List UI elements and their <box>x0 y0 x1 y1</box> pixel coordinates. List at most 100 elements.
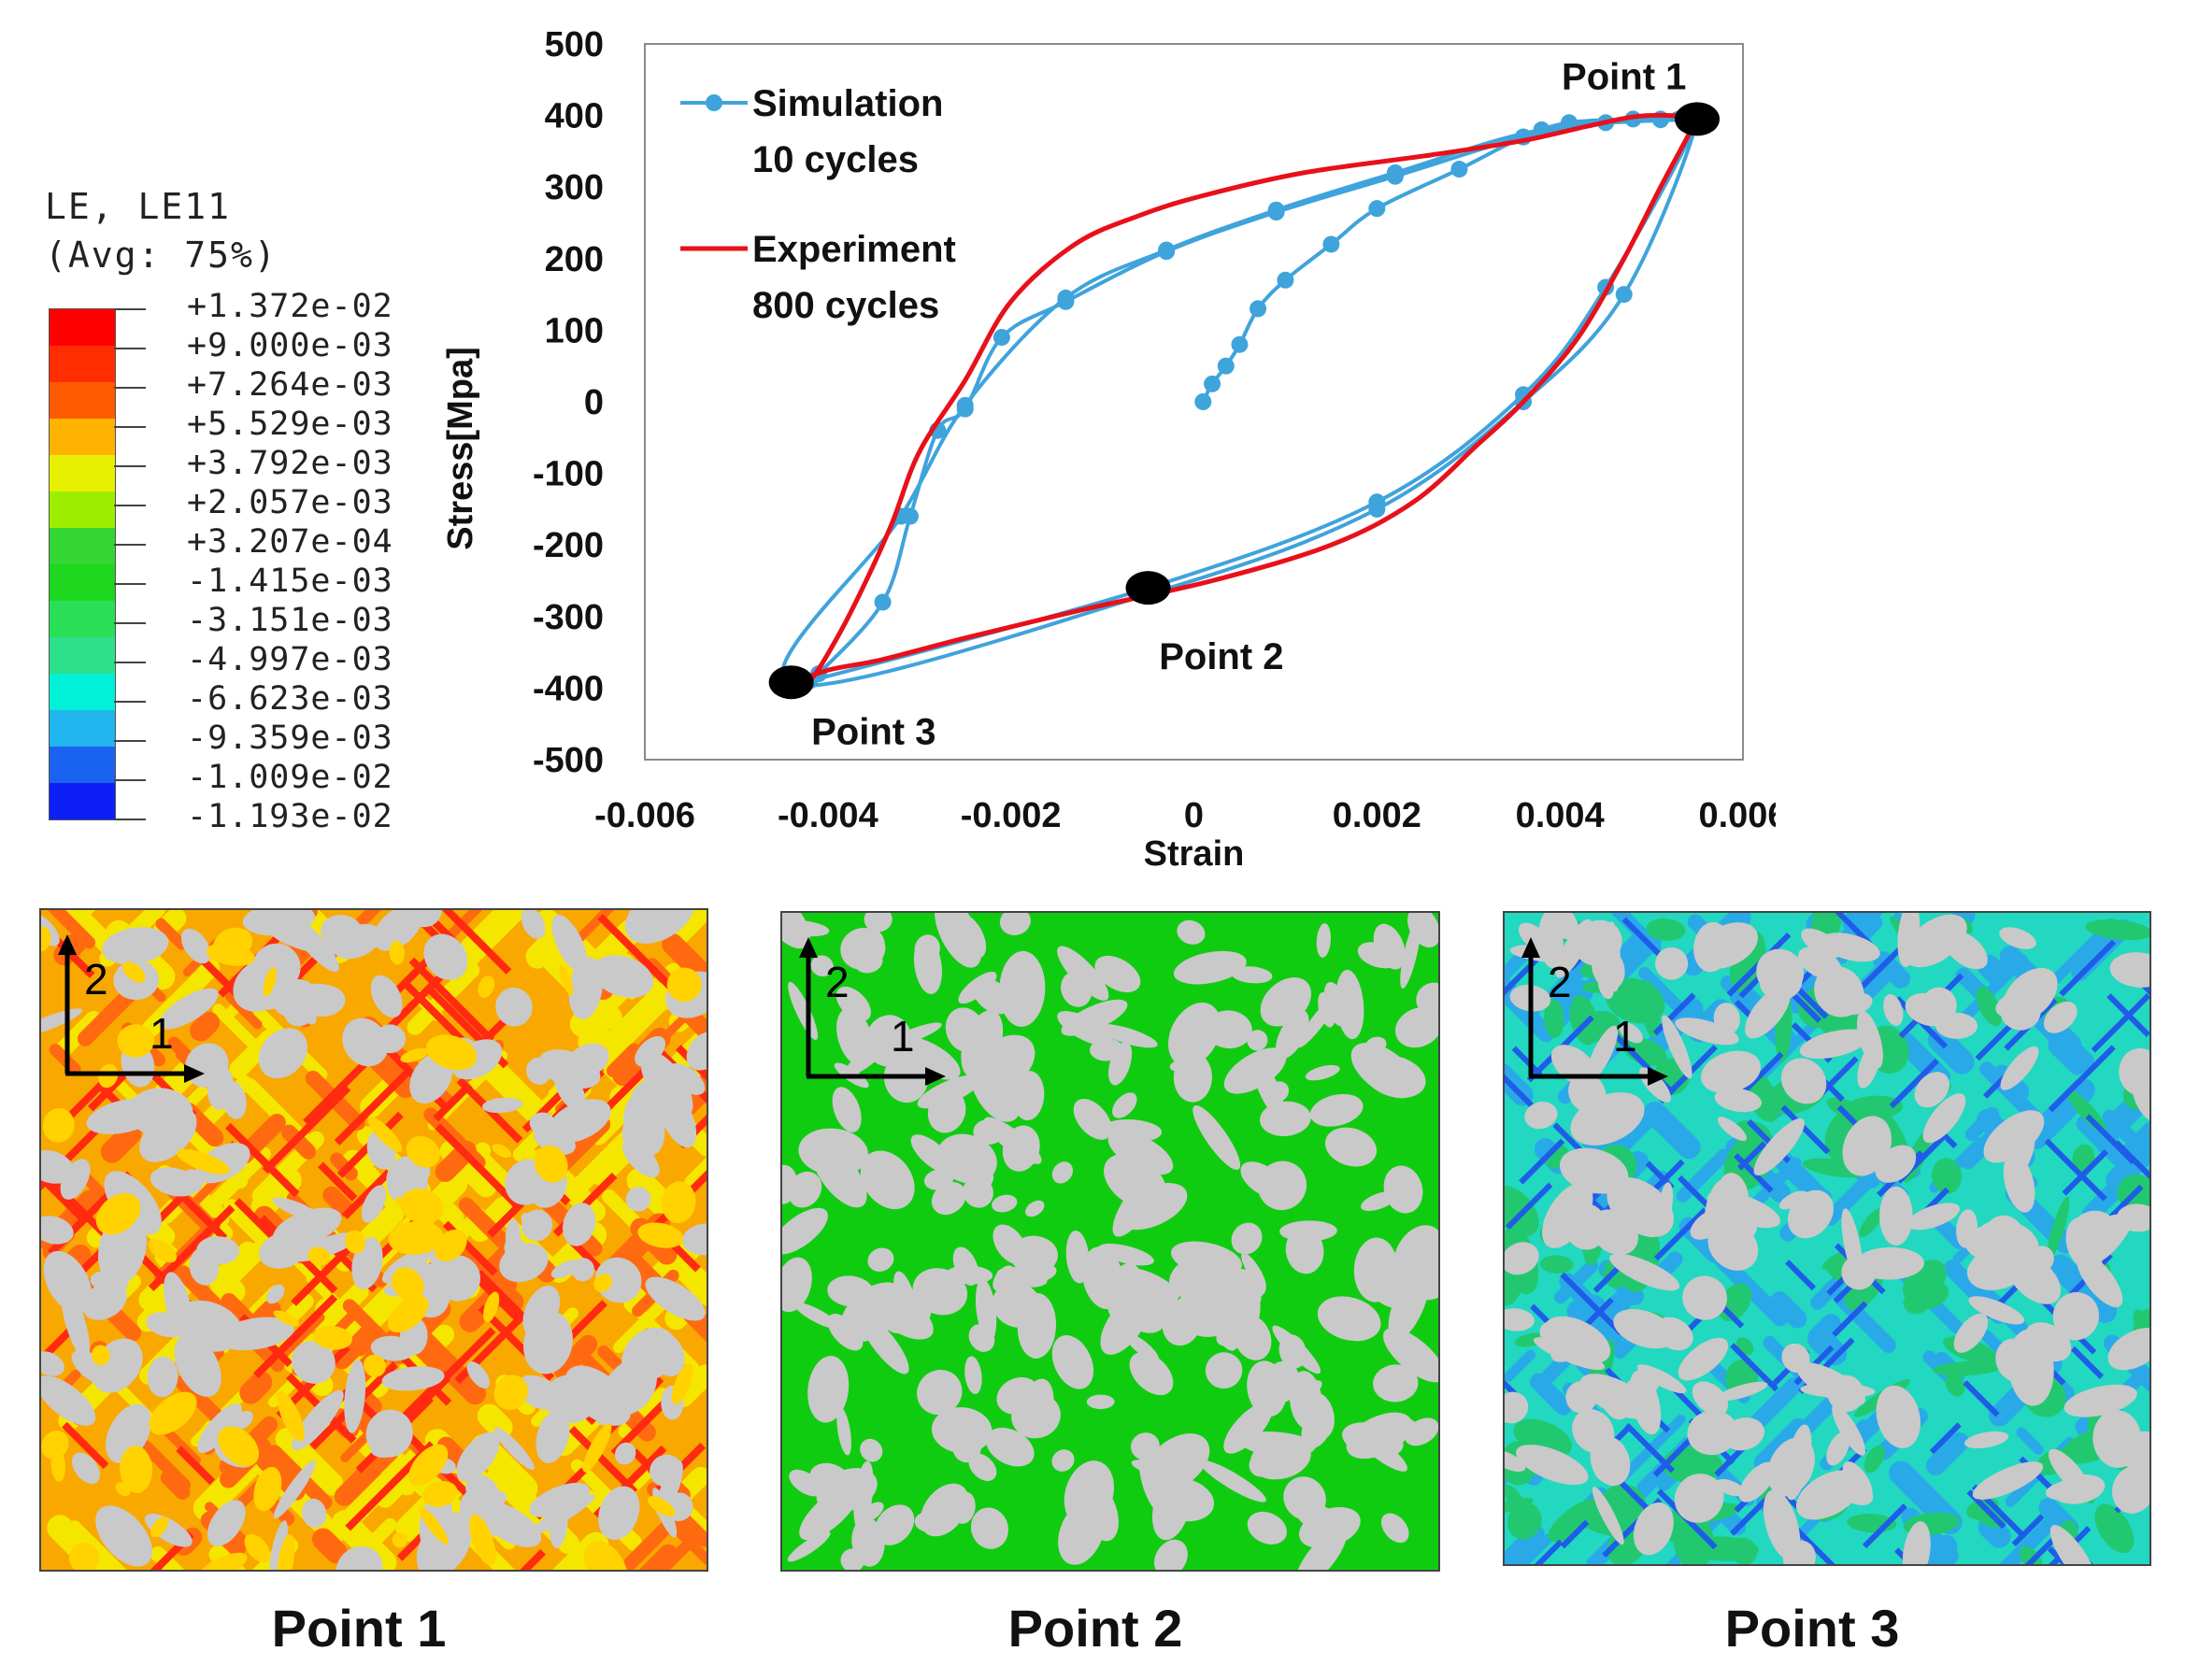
contour-field <box>782 913 1438 1570</box>
chart-point-markers: Point 1 Point 2 Point 3 <box>768 56 1721 752</box>
series-line <box>788 112 1700 689</box>
panel-caption: Point 2 <box>1007 1599 1183 1658</box>
legend-tick-label: -4.997e-03 <box>187 641 393 678</box>
legend-title: LE, LE11 (Avg: 75%) <box>45 182 278 279</box>
y-tick-label: -400 <box>533 669 604 708</box>
legend-swatch <box>50 528 115 564</box>
y-tick-label: 300 <box>545 168 604 207</box>
legend-tick-label: +2.057e-03 <box>187 484 393 521</box>
legend-tick-mark <box>114 505 146 506</box>
data-point <box>1267 201 1285 219</box>
legend-tick-mark <box>114 819 146 820</box>
chart-legend: Simulation 10 cycles Experiment 800 cycles <box>680 83 956 326</box>
data-point <box>1322 235 1340 253</box>
point-label: Point 3 <box>811 711 935 752</box>
legend-swatch <box>50 419 115 455</box>
data-point <box>1277 271 1294 289</box>
legend-swatches <box>49 308 116 820</box>
y-tick-label: -200 <box>533 526 604 565</box>
legend-tick-mark <box>114 465 146 467</box>
contour-legend: LE, LE11 (Avg: 75%) +1.372e-02 +9.000e-03… <box>37 182 393 836</box>
legend-tick-label: +3.207e-04 <box>187 523 393 561</box>
data-point <box>1250 300 1267 318</box>
legend-tick-mark <box>114 583 146 585</box>
x-tick-label: -0.002 <box>961 796 1062 835</box>
axis-2-label: 2 <box>825 958 850 1006</box>
legend-tick-mark <box>114 701 146 703</box>
legend-tick-mark <box>114 662 146 663</box>
legend-title-line1: LE, LE11 <box>45 186 232 227</box>
y-tick-label: -300 <box>533 598 604 637</box>
y-tick-label: -500 <box>533 741 604 780</box>
x-tick-label: 0.002 <box>1333 796 1421 835</box>
chart-series-layer <box>780 104 1707 693</box>
point-marker <box>768 665 814 700</box>
legend-tick-mark <box>114 308 146 310</box>
data-point <box>1204 375 1221 392</box>
legend-tick-label: -6.623e-03 <box>187 680 393 718</box>
legend-title-line2: (Avg: 75%) <box>45 235 278 276</box>
legend-swatch <box>50 346 115 382</box>
legend-tick-mark <box>114 348 146 349</box>
axis-triad: 21 <box>1521 937 1668 1086</box>
axis-triad: 21 <box>58 934 205 1083</box>
legend-tick-label: -1.009e-02 <box>187 759 393 796</box>
data-point <box>874 593 892 611</box>
data-point <box>1217 357 1235 375</box>
legend-ticks: +1.372e-02 +9.000e-03 +7.264e-03 +5.529e-03… <box>37 182 393 836</box>
legend-swatch <box>50 783 115 819</box>
axis-1-arrowhead <box>925 1067 946 1086</box>
data-point <box>993 329 1010 347</box>
legend-swatch <box>50 674 115 710</box>
legend-tick-label: +7.264e-03 <box>187 366 393 404</box>
data-point <box>1158 241 1176 259</box>
y-tick-label: 200 <box>545 240 604 279</box>
axis-2-arrowhead <box>799 937 818 958</box>
legend-tick-mark <box>114 387 146 389</box>
legend-swatch <box>50 747 115 783</box>
data-point <box>1231 335 1249 353</box>
legend-tick-label: -3.151e-03 <box>187 602 393 639</box>
y-tick-label: 100 <box>545 311 604 350</box>
x-axis-label: Strain <box>1144 834 1245 874</box>
point-marker <box>1125 571 1171 605</box>
point-marker <box>1675 102 1721 136</box>
series-simulation <box>780 104 1707 693</box>
y-tick-label: 500 <box>545 25 604 64</box>
axis-1-arrowhead <box>1648 1067 1668 1086</box>
series-line <box>780 104 1701 691</box>
legend-tick-mark <box>114 779 146 781</box>
legend-entry-name: Experiment <box>752 229 956 270</box>
axis-2-label: 2 <box>1548 958 1572 1006</box>
legend-swatch <box>50 455 115 491</box>
axis-triad: 21 <box>799 937 946 1086</box>
contour-field <box>41 910 707 1570</box>
chart-axes: 500 400 300 200 100 0 -100 -200 -300 -400 -500 -0.0… <box>441 25 1776 874</box>
series-experiment <box>788 112 1700 689</box>
legend-tick-label: +3.792e-03 <box>187 445 393 482</box>
data-point <box>1560 114 1578 132</box>
stress-strain-chart: 500 400 300 200 100 0 -100 -200 -300 -400 -500 -0.0… <box>441 25 1776 874</box>
data-point <box>956 396 974 414</box>
legend-swatch <box>50 637 115 674</box>
point-label: Point 2 <box>1159 636 1283 677</box>
x-tick-label: -0.006 <box>594 796 695 835</box>
axis-1-label: 1 <box>150 1009 174 1058</box>
data-point <box>1368 200 1386 218</box>
axis-2-arrowhead <box>1521 937 1540 958</box>
axis-1-arrowhead <box>184 1064 205 1083</box>
legend-entry-name: Simulation <box>752 83 943 124</box>
legend-tick-label: +9.000e-03 <box>187 327 393 364</box>
legend-tick-label: -1.193e-02 <box>187 798 393 835</box>
y-tick-label: -100 <box>533 455 604 494</box>
legend-swatch <box>50 382 115 419</box>
legend-swatch <box>50 491 115 528</box>
y-tick-label: 400 <box>545 97 604 136</box>
y-axis-label: Stress[Mpa] <box>441 347 480 550</box>
panel-caption: Point 3 <box>1724 1599 1900 1658</box>
x-tick-label: 0 <box>1184 796 1204 835</box>
x-tick-label: 0.006 <box>1698 796 1776 835</box>
